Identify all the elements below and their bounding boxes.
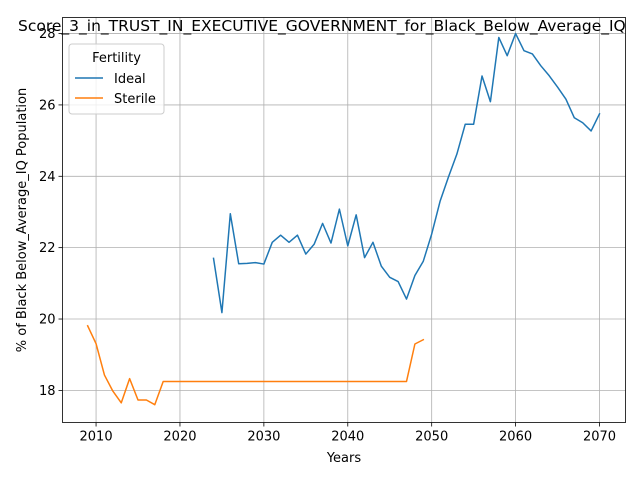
y-tick-label: 26 xyxy=(39,98,56,113)
y-tick-label: 24 xyxy=(39,170,56,185)
x-tick-label: 2040 xyxy=(331,430,364,445)
x-tick-label: 2050 xyxy=(415,430,448,445)
y-tick-label: 20 xyxy=(39,313,56,328)
y-tick-label: 22 xyxy=(39,241,56,256)
y-axis-ticks: 18 20 22 24 26 28 xyxy=(39,27,63,399)
grid-lines xyxy=(62,17,626,423)
y-tick-label: 28 xyxy=(39,27,56,42)
x-tick-label: 2070 xyxy=(583,430,616,445)
x-axis-ticks: 2010 2020 2030 2040 2050 2060 2070 xyxy=(80,422,616,445)
chart-title: Score_3_in_TRUST_IN_EXECUTIVE_GOVERNMENT… xyxy=(18,17,626,36)
series-line-sterile xyxy=(86,324,425,406)
legend-label-sterile: Sterile xyxy=(114,92,156,107)
x-axis-label: Years xyxy=(326,451,362,466)
x-tick-label: 2020 xyxy=(163,430,196,445)
series-line-ideal xyxy=(212,32,601,314)
series-lines xyxy=(86,32,601,406)
y-axis-label: % of Black Below_Average_IQ Population xyxy=(15,88,30,352)
legend-label-ideal: Ideal xyxy=(114,72,146,87)
legend-title: Fertility xyxy=(92,51,141,66)
plot-area-frame xyxy=(62,17,626,423)
legend-box xyxy=(68,43,165,115)
x-tick-label: 2010 xyxy=(80,430,113,445)
x-tick-label: 2060 xyxy=(499,430,532,445)
y-tick-label: 18 xyxy=(39,384,56,399)
x-tick-label: 2030 xyxy=(247,430,280,445)
legend: Fertility Ideal Sterile xyxy=(68,43,165,115)
